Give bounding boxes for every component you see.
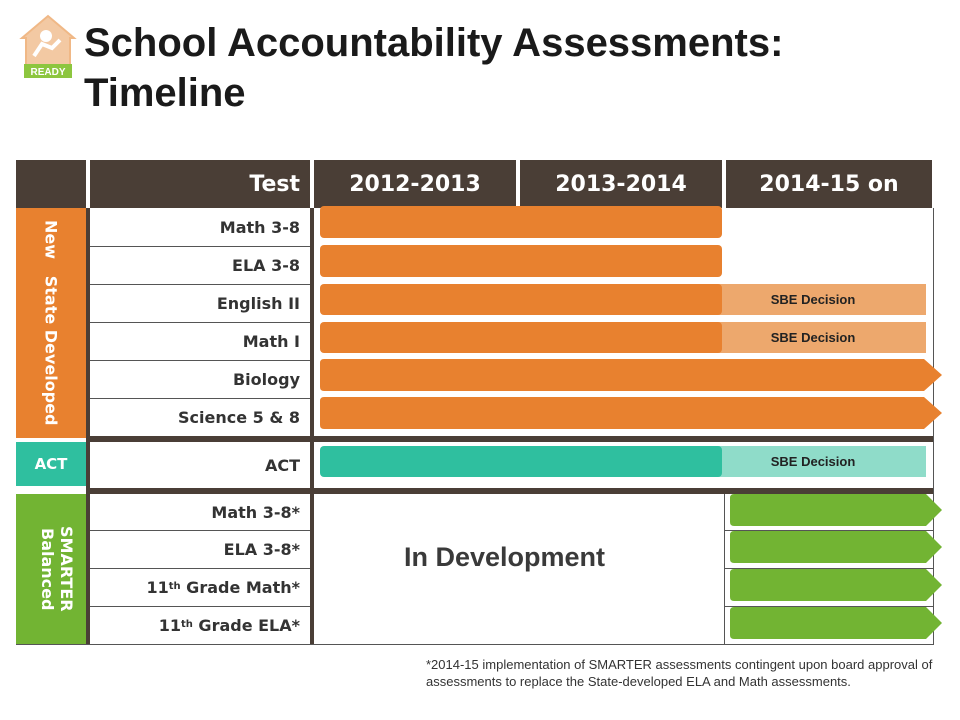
group-act: ACT [16,442,86,486]
timeline-bar-english-ii [320,284,722,315]
test-label-ela-3-8: ELA 3-8 [232,255,300,275]
timeline-arrow-11th-grade-ela [730,607,942,639]
row-line [90,284,310,285]
row-line-2014 [724,606,934,607]
group-act-label: ACT [34,455,68,473]
ready-logo: READY [16,10,80,80]
row-line-2014 [724,530,934,531]
divider-act-top [86,436,934,442]
header-2012-2013: 2012-2013 [314,160,516,208]
header-2012-2013-label: 2012-2013 [349,171,481,197]
row-line [90,360,310,361]
timeline-arrow-11th-grade-math [730,569,942,601]
test-label-math-i: Math I [242,331,300,351]
page-title: School Accountability Assessments: Timel… [84,21,784,115]
vline-test-right [310,208,314,644]
divider-smarter-top [86,488,934,494]
row-line [90,568,310,569]
test-label-11th-ela-number: 11 [158,615,181,635]
test-label-smarter-ela-3-8: ELA 3-8* [223,539,300,559]
row-line [90,530,310,531]
group-new-state-developed: New State Developed [16,208,86,438]
header-test: Test [90,160,310,208]
sbe-decision-english-ii: SBE Decision [700,284,926,315]
timeline-bar-act [320,446,722,477]
footnote: *2014-15 implementation of SMARTER asses… [426,657,933,689]
test-label-math-3-8: Math 3-8 [219,217,300,237]
timeline-arrow-science-5-8 [320,397,942,429]
row-line [90,246,310,247]
timeline-arrow-smarter-math-3-8 [730,494,942,526]
timeline-bar-math-3-8 [320,206,722,238]
group-new-state-developed-label: New State Developed [41,220,61,426]
row-line-2014 [724,568,934,569]
logo-text: READY [30,67,65,78]
timeline-arrow-biology [320,359,942,391]
test-label-smarter-math-3-8: Math 3-8* [211,502,300,522]
header-2013-2014-label: 2013-2014 [555,171,687,197]
group-smarter-balanced: SMARTER Balanced [16,494,86,644]
timeline-bar-math-i [320,322,722,353]
test-label-english-ii: English II [216,293,300,313]
row-line [90,606,310,607]
header-2014-15-on: 2014-15 on [726,160,932,208]
test-label-11th-math-number: 11 [146,577,169,597]
test-label-biology: Biology [232,369,300,389]
vline-year [724,494,725,644]
test-label-act: ACT [264,455,300,475]
header-corner [16,160,86,208]
sbe-decision-act: SBE Decision [700,446,926,477]
row-line [90,322,310,323]
header-2013-2014: 2013-2014 [520,160,722,208]
timeline-arrow-smarter-ela-3-8 [730,531,942,563]
vline-label-left [86,208,90,644]
in-development-label: In Development [404,542,606,572]
vline-year [933,208,934,644]
sbe-decision-math-i: SBE Decision [700,322,926,353]
table-bottom-line [16,644,934,645]
timeline-bar-ela-3-8 [320,245,722,277]
test-label-11th-math-text: Grade Math* [180,577,300,597]
test-label-11th-ela-text: Grade ELA* [192,615,300,635]
header-test-label: Test [249,171,300,197]
test-label-science-5-8: Science 5 & 8 [178,407,300,427]
group-smarter-balanced-label: SMARTER Balanced [38,526,76,612]
row-line [90,398,310,399]
header-2014-15-label: 2014-15 on [759,171,899,197]
